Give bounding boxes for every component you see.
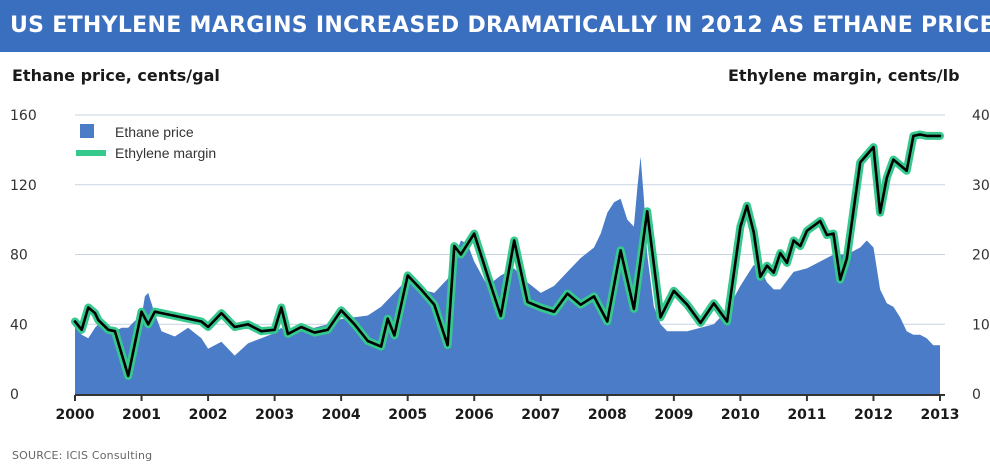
legend: Ethane price Ethylene margin <box>76 124 216 161</box>
right-tick-label: 30 <box>972 178 990 194</box>
x-tick-label: 2005 <box>388 407 427 423</box>
left-tick-label: 40 <box>10 317 28 333</box>
legend-swatch-ethane-price <box>80 124 94 138</box>
left-tick-label: 120 <box>10 178 37 194</box>
x-tick-label: 2009 <box>654 407 693 423</box>
x-tick-label: 2002 <box>189 407 228 423</box>
x-tick-label: 2013 <box>921 407 960 423</box>
series-line-ethylene-margin <box>73 133 942 378</box>
right-tick-label: 40 <box>972 108 990 124</box>
x-tick-label: 2000 <box>56 407 95 423</box>
x-tick-label: 2012 <box>854 407 893 423</box>
left-tick-label: 80 <box>10 248 28 264</box>
x-tick-label: 2010 <box>721 407 760 423</box>
right-tick-label: 0 <box>972 387 981 403</box>
x-tick-label: 2004 <box>322 407 361 423</box>
x-tick-label: 2006 <box>455 407 494 423</box>
right-tick-label: 20 <box>972 248 990 264</box>
right-axis-title: Ethylene margin, cents/lb <box>728 66 960 85</box>
ethylene-margin-line-layer <box>71 130 944 380</box>
left-axis-title: Ethane price, cents/gal <box>12 66 220 85</box>
legend-label-ethane-price: Ethane price <box>115 124 194 140</box>
legend-label-ethylene-margin: Ethylene margin <box>115 145 216 161</box>
left-tick-label: 160 <box>10 108 37 124</box>
x-tick-label: 2007 <box>521 407 560 423</box>
legend-swatch-ethylene-margin <box>76 150 106 156</box>
chart-title: US ETHYLENE MARGINS INCREASED DRAMATICAL… <box>0 0 990 52</box>
x-tick-label: 2001 <box>122 407 161 423</box>
x-tick-label: 2008 <box>588 407 627 423</box>
left-tick-label: 0 <box>10 387 19 403</box>
x-tick-label: 2011 <box>787 407 826 423</box>
x-tick-label: 2003 <box>255 407 294 423</box>
right-tick-label: 10 <box>972 317 990 333</box>
source-note: SOURCE: ICIS Consulting <box>12 449 153 462</box>
